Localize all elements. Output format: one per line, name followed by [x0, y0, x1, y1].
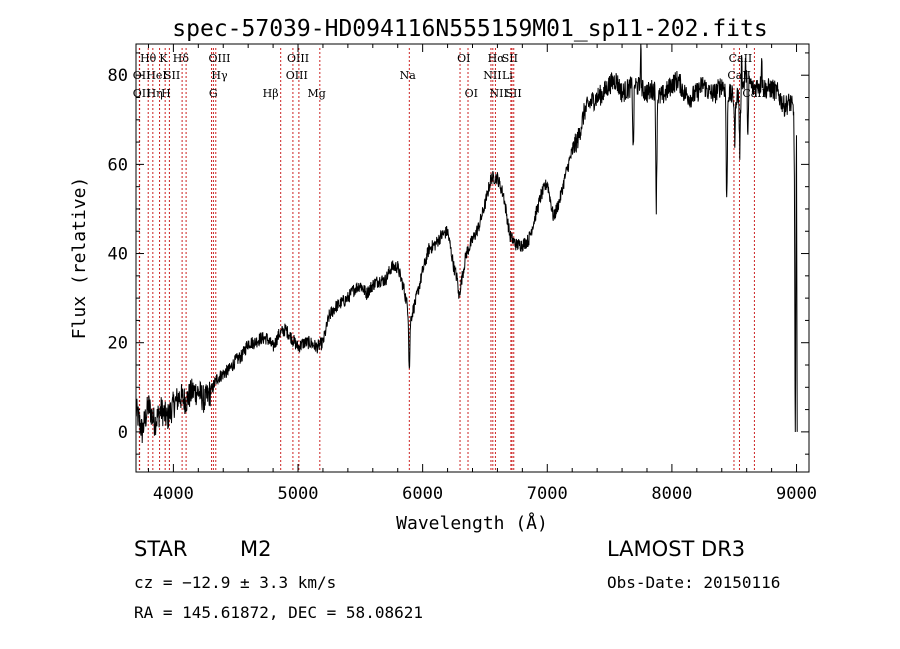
plot-frame	[135, 43, 810, 473]
marker-label: OIII	[208, 52, 230, 65]
observation-date: Obs-Date: 20150116	[607, 573, 781, 592]
object-subclass: M2	[240, 537, 272, 561]
marker-label: Hδ	[173, 52, 190, 65]
marker-label: OIII	[287, 52, 309, 65]
x-axis-label: Wavelength (Å)	[396, 512, 548, 534]
y-tick-label: 20	[108, 334, 128, 354]
marker-label: Hβ	[263, 87, 279, 100]
marker-label: Hα	[488, 52, 506, 65]
x-tick-label: 6000	[402, 484, 443, 504]
marker-label: Hγ	[211, 69, 228, 82]
x-tick-label: 4000	[153, 484, 194, 504]
marker-label: SII	[506, 87, 522, 100]
marker-label: CaII	[729, 52, 753, 65]
x-axis-ticks: 4000 5000 6000 7000 8000 9000	[147, 44, 817, 504]
spectrum-chart: spec-57039-HD094116N555159M01_sp11-202.f…	[69, 16, 817, 534]
emission-line-markers	[138, 48, 755, 472]
marker-label: G	[209, 87, 218, 100]
marker-label: Hθ	[140, 52, 157, 65]
spectrum-line	[135, 43, 798, 444]
marker-label: OIII	[286, 69, 308, 82]
marker-label: Li	[502, 69, 513, 82]
object-class: STAR	[134, 537, 188, 561]
marker-label: OI	[465, 87, 478, 100]
x-tick-label: 7000	[527, 484, 568, 504]
marker-label: SII	[164, 69, 180, 82]
x-tick-label: 5000	[278, 484, 319, 504]
marker-label: Hη	[147, 87, 163, 100]
survey-name: LAMOST DR3	[607, 537, 746, 561]
marker-label: H	[161, 87, 171, 100]
redshift-velocity: cz = −12.9 ± 3.3 km/s	[134, 573, 337, 592]
marker-label: NII	[490, 87, 508, 100]
y-axis-label: Flux (relative)	[69, 177, 90, 340]
marker-label: OI	[457, 52, 470, 65]
y-tick-label: 60	[108, 155, 128, 175]
marker-label: HeI	[146, 69, 166, 82]
marker-label: Mg	[308, 87, 326, 100]
y-axis-ticks: 0 20 40 60 80	[108, 52, 809, 455]
marker-label: K	[159, 52, 168, 65]
y-tick-label: 40	[108, 245, 128, 265]
coordinates: RA = 145.61872, DEC = 58.08621	[134, 603, 423, 622]
chart-title: spec-57039-HD094116N555159M01_sp11-202.f…	[172, 16, 767, 42]
marker-label: NII	[483, 69, 501, 82]
x-tick-label: 9000	[776, 484, 817, 504]
y-tick-label: 80	[108, 66, 128, 86]
y-tick-label: 0	[118, 423, 128, 443]
x-tick-label: 8000	[651, 484, 692, 504]
marker-label: SII	[502, 52, 518, 65]
marker-label: OII	[133, 87, 151, 100]
marker-label: Na	[400, 69, 417, 82]
